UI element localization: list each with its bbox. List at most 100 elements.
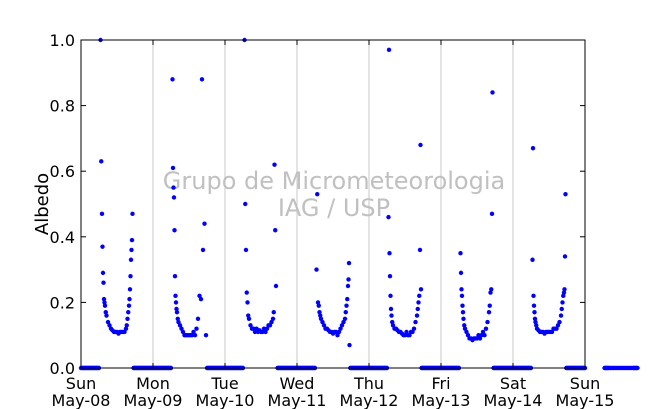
data-point — [339, 323, 345, 328]
data-point — [175, 316, 180, 321]
x-tick-label-day: Fri — [431, 374, 450, 393]
data-point — [314, 267, 319, 272]
data-point — [483, 326, 489, 331]
data-point — [264, 326, 270, 331]
y-tick-label: 0.2 — [50, 293, 75, 312]
data-point — [176, 319, 181, 325]
data-point — [315, 300, 321, 305]
data-point — [346, 260, 352, 266]
data-point — [101, 280, 106, 285]
data-point — [194, 326, 199, 331]
data-point — [245, 300, 250, 305]
data-point — [534, 323, 539, 328]
data-point — [243, 201, 248, 207]
data-point — [388, 306, 394, 312]
data-point — [197, 293, 202, 299]
data-point — [460, 303, 465, 308]
data-point — [387, 273, 393, 279]
data-point — [99, 159, 104, 164]
data-point — [128, 257, 134, 262]
data-point — [202, 221, 207, 226]
data-point — [461, 316, 466, 321]
x-tick-label-date: May-12 — [340, 391, 399, 409]
data-point — [345, 296, 350, 302]
data-point — [490, 90, 495, 95]
data-point — [203, 333, 209, 338]
data-point — [489, 287, 494, 292]
data-point — [270, 316, 276, 321]
data-point — [170, 77, 175, 82]
data-point — [531, 293, 536, 299]
data-point — [105, 319, 111, 325]
data-point — [248, 323, 253, 328]
data-point — [174, 306, 179, 312]
data-point — [126, 303, 132, 308]
x-tick-label-day: Sun — [66, 374, 96, 393]
data-point — [316, 303, 321, 308]
y-tick-label: 1.0 — [50, 31, 75, 50]
data-point — [417, 293, 422, 299]
data-point — [562, 254, 568, 259]
data-point — [459, 287, 464, 292]
data-point — [102, 303, 108, 308]
data-point — [417, 247, 423, 253]
data-point — [246, 313, 251, 318]
data-point — [170, 165, 176, 171]
data-point — [101, 296, 107, 302]
data-point — [460, 310, 466, 315]
grid-lines — [152, 40, 514, 368]
data-point — [171, 195, 177, 200]
data-point — [549, 329, 555, 335]
data-point — [487, 303, 492, 308]
data-point — [418, 287, 424, 292]
data-point — [192, 333, 198, 338]
data-point — [315, 191, 320, 197]
data-point — [411, 326, 417, 331]
data-point — [343, 310, 348, 315]
data-point — [200, 247, 206, 253]
data-point — [416, 300, 421, 305]
data-point — [559, 306, 564, 312]
x-tick-label-date: May-08 — [52, 391, 111, 409]
data-point — [336, 329, 342, 335]
data-point — [561, 290, 567, 295]
data-point — [318, 313, 323, 318]
data-point — [173, 300, 179, 305]
data-point — [563, 191, 568, 197]
y-tick-label: 0.0 — [50, 359, 75, 378]
data-point — [347, 342, 352, 348]
data-point — [272, 162, 277, 167]
data-point — [530, 146, 536, 151]
data-point — [127, 296, 132, 302]
x-tick-label-date: May-10 — [196, 391, 255, 409]
data-point — [129, 247, 134, 253]
x-tick-label-day: Tue — [210, 374, 238, 393]
data-point — [386, 47, 392, 53]
data-point — [554, 326, 559, 331]
data-point — [320, 319, 325, 325]
y-tick-label: 0.4 — [50, 228, 75, 247]
y-tick-label: 0.8 — [50, 97, 75, 116]
data-point — [341, 319, 346, 325]
y-axis: 0.0 0.2 0.4 0.6 0.8 1.0 — [50, 31, 585, 378]
data-point — [273, 283, 279, 289]
x-tick-label-day: Wed — [280, 374, 315, 393]
data-point — [127, 287, 133, 292]
data-point — [404, 329, 409, 335]
x-axis: SunMay-08MonMay-09TueMay-10WedMay-11ThuM… — [52, 40, 614, 409]
data-point — [321, 323, 327, 328]
data-point — [99, 211, 105, 217]
data-point — [462, 323, 467, 328]
data-point — [243, 247, 249, 253]
data-point — [172, 228, 177, 233]
data-point — [335, 333, 340, 338]
data-point — [458, 251, 463, 256]
data-point — [104, 313, 109, 318]
data-point — [414, 313, 420, 318]
data-point — [318, 316, 324, 321]
data-point — [129, 237, 135, 243]
data-point — [480, 329, 486, 335]
data-point — [130, 211, 135, 217]
data-point — [482, 333, 487, 338]
